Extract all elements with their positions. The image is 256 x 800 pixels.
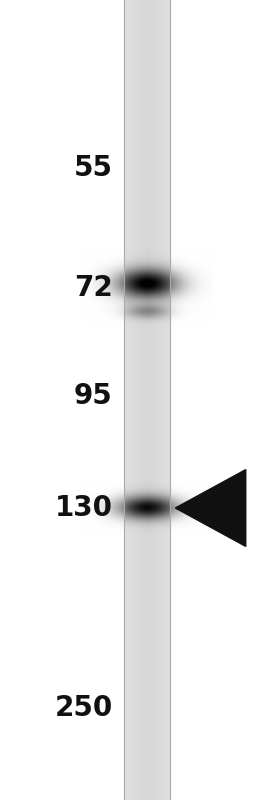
- Text: 250: 250: [54, 694, 113, 722]
- Text: 55: 55: [74, 154, 113, 182]
- Text: 95: 95: [74, 382, 113, 410]
- Polygon shape: [175, 470, 246, 546]
- Text: 130: 130: [55, 494, 113, 522]
- Text: 72: 72: [74, 274, 113, 302]
